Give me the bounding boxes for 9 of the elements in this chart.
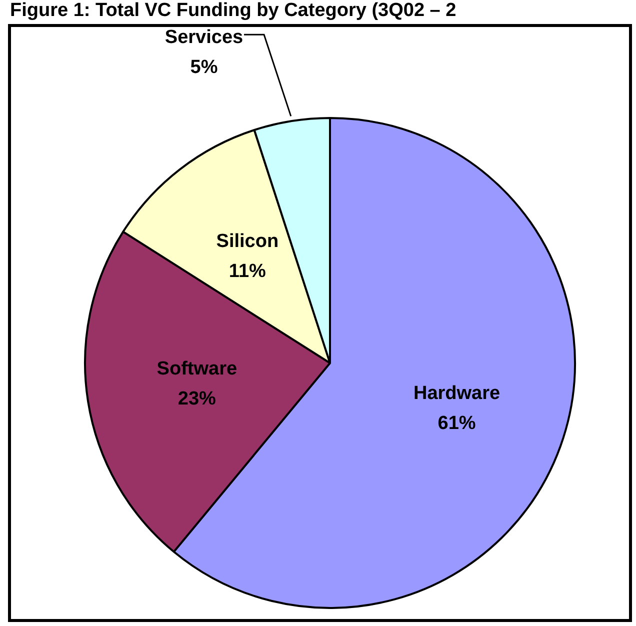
slice-label: Software <box>156 358 238 380</box>
data-label: 61% <box>438 412 476 434</box>
slice-label: Silicon <box>216 230 279 252</box>
data-label: 23% <box>178 388 216 410</box>
chart-title: Figure 1: Total VC Funding by Category (3Q02 – 2 <box>9 0 458 22</box>
data-label: 5% <box>190 56 218 78</box>
data-label: 11% <box>228 260 266 282</box>
slice-label: Hardware <box>413 382 500 404</box>
slice-label: Services <box>164 26 244 48</box>
